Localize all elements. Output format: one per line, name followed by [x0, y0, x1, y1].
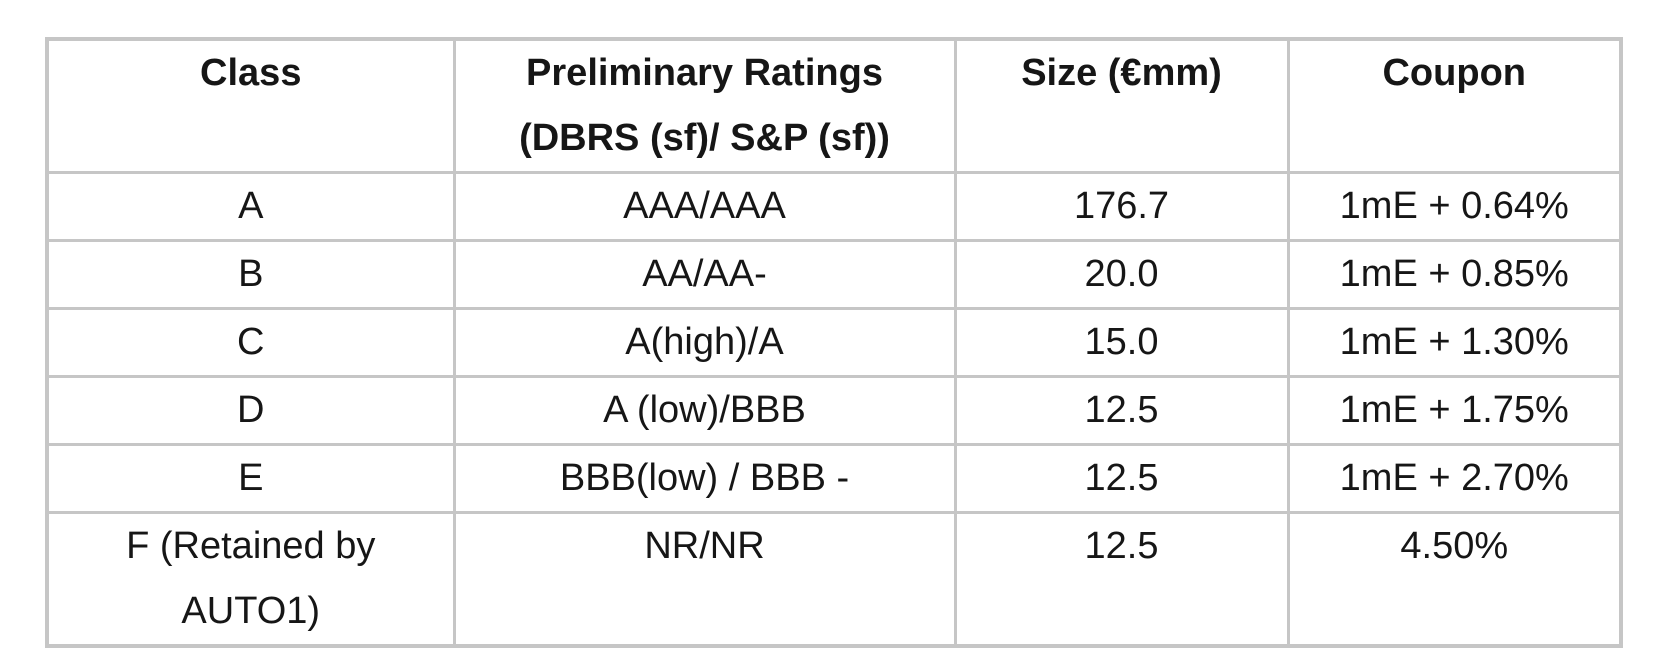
- table-row-class-c: C A(high)/A 15.0 1mE + 1.30%: [45, 307, 1623, 378]
- cell-size: 12.5: [953, 443, 1290, 514]
- note-classes-ratings-table: Class Preliminary Ratings (DBRS (sf)/ S&…: [45, 37, 1623, 648]
- column-header-class: Class: [45, 37, 456, 174]
- cell-coupon: 1mE + 1.75%: [1286, 375, 1623, 446]
- cell-coupon: 1mE + 0.64%: [1286, 171, 1623, 242]
- cell-size: 12.5: [953, 375, 1290, 446]
- cell-size: 12.5: [953, 511, 1290, 648]
- cell-coupon: 4.50%: [1286, 511, 1623, 648]
- header-row: Class Preliminary Ratings (DBRS (sf)/ S&…: [45, 37, 1623, 174]
- column-header-size: Size (€mm): [953, 37, 1290, 174]
- cell-rating: A (low)/BBB: [452, 375, 957, 446]
- table-row-class-e: E BBB(low) / BBB - 12.5 1mE + 2.70%: [45, 443, 1623, 514]
- column-header-preliminary-ratings: Preliminary Ratings (DBRS (sf)/ S&P (sf)…: [452, 37, 957, 174]
- cell-coupon: 1mE + 0.85%: [1286, 239, 1623, 310]
- cell-rating: BBB(low) / BBB -: [452, 443, 957, 514]
- cell-class: B: [45, 239, 456, 310]
- table-header: Class Preliminary Ratings (DBRS (sf)/ S&…: [45, 37, 1623, 174]
- table-row-class-f-retained: F (Retained by AUTO1) NR/NR 12.5 4.50%: [45, 511, 1623, 648]
- cell-size: 20.0: [953, 239, 1290, 310]
- cell-class: A: [45, 171, 456, 242]
- cell-class: D: [45, 375, 456, 446]
- cell-coupon: 1mE + 2.70%: [1286, 443, 1623, 514]
- cell-rating: AAA/AAA: [452, 171, 957, 242]
- note-classes-table-container: Class Preliminary Ratings (DBRS (sf)/ S&…: [45, 37, 1623, 648]
- table-body: A AAA/AAA 176.7 1mE + 0.64% B AA/AA- 20.…: [45, 171, 1623, 648]
- cell-class: F (Retained by AUTO1): [45, 511, 456, 648]
- cell-coupon: 1mE + 1.30%: [1286, 307, 1623, 378]
- cell-class: E: [45, 443, 456, 514]
- cell-size: 15.0: [953, 307, 1290, 378]
- cell-rating: NR/NR: [452, 511, 957, 648]
- cell-class: C: [45, 307, 456, 378]
- cell-rating: AA/AA-: [452, 239, 957, 310]
- cell-rating: A(high)/A: [452, 307, 957, 378]
- cell-size: 176.7: [953, 171, 1290, 242]
- column-header-ratings-line1: Preliminary Ratings: [526, 52, 883, 94]
- column-header-ratings-line2: (DBRS (sf)/ S&P (sf)): [519, 117, 890, 159]
- table-row-class-a: A AAA/AAA 176.7 1mE + 0.64%: [45, 171, 1623, 242]
- table-row-class-b: B AA/AA- 20.0 1mE + 0.85%: [45, 239, 1623, 310]
- table-row-class-d: D A (low)/BBB 12.5 1mE + 1.75%: [45, 375, 1623, 446]
- column-header-coupon: Coupon: [1286, 37, 1623, 174]
